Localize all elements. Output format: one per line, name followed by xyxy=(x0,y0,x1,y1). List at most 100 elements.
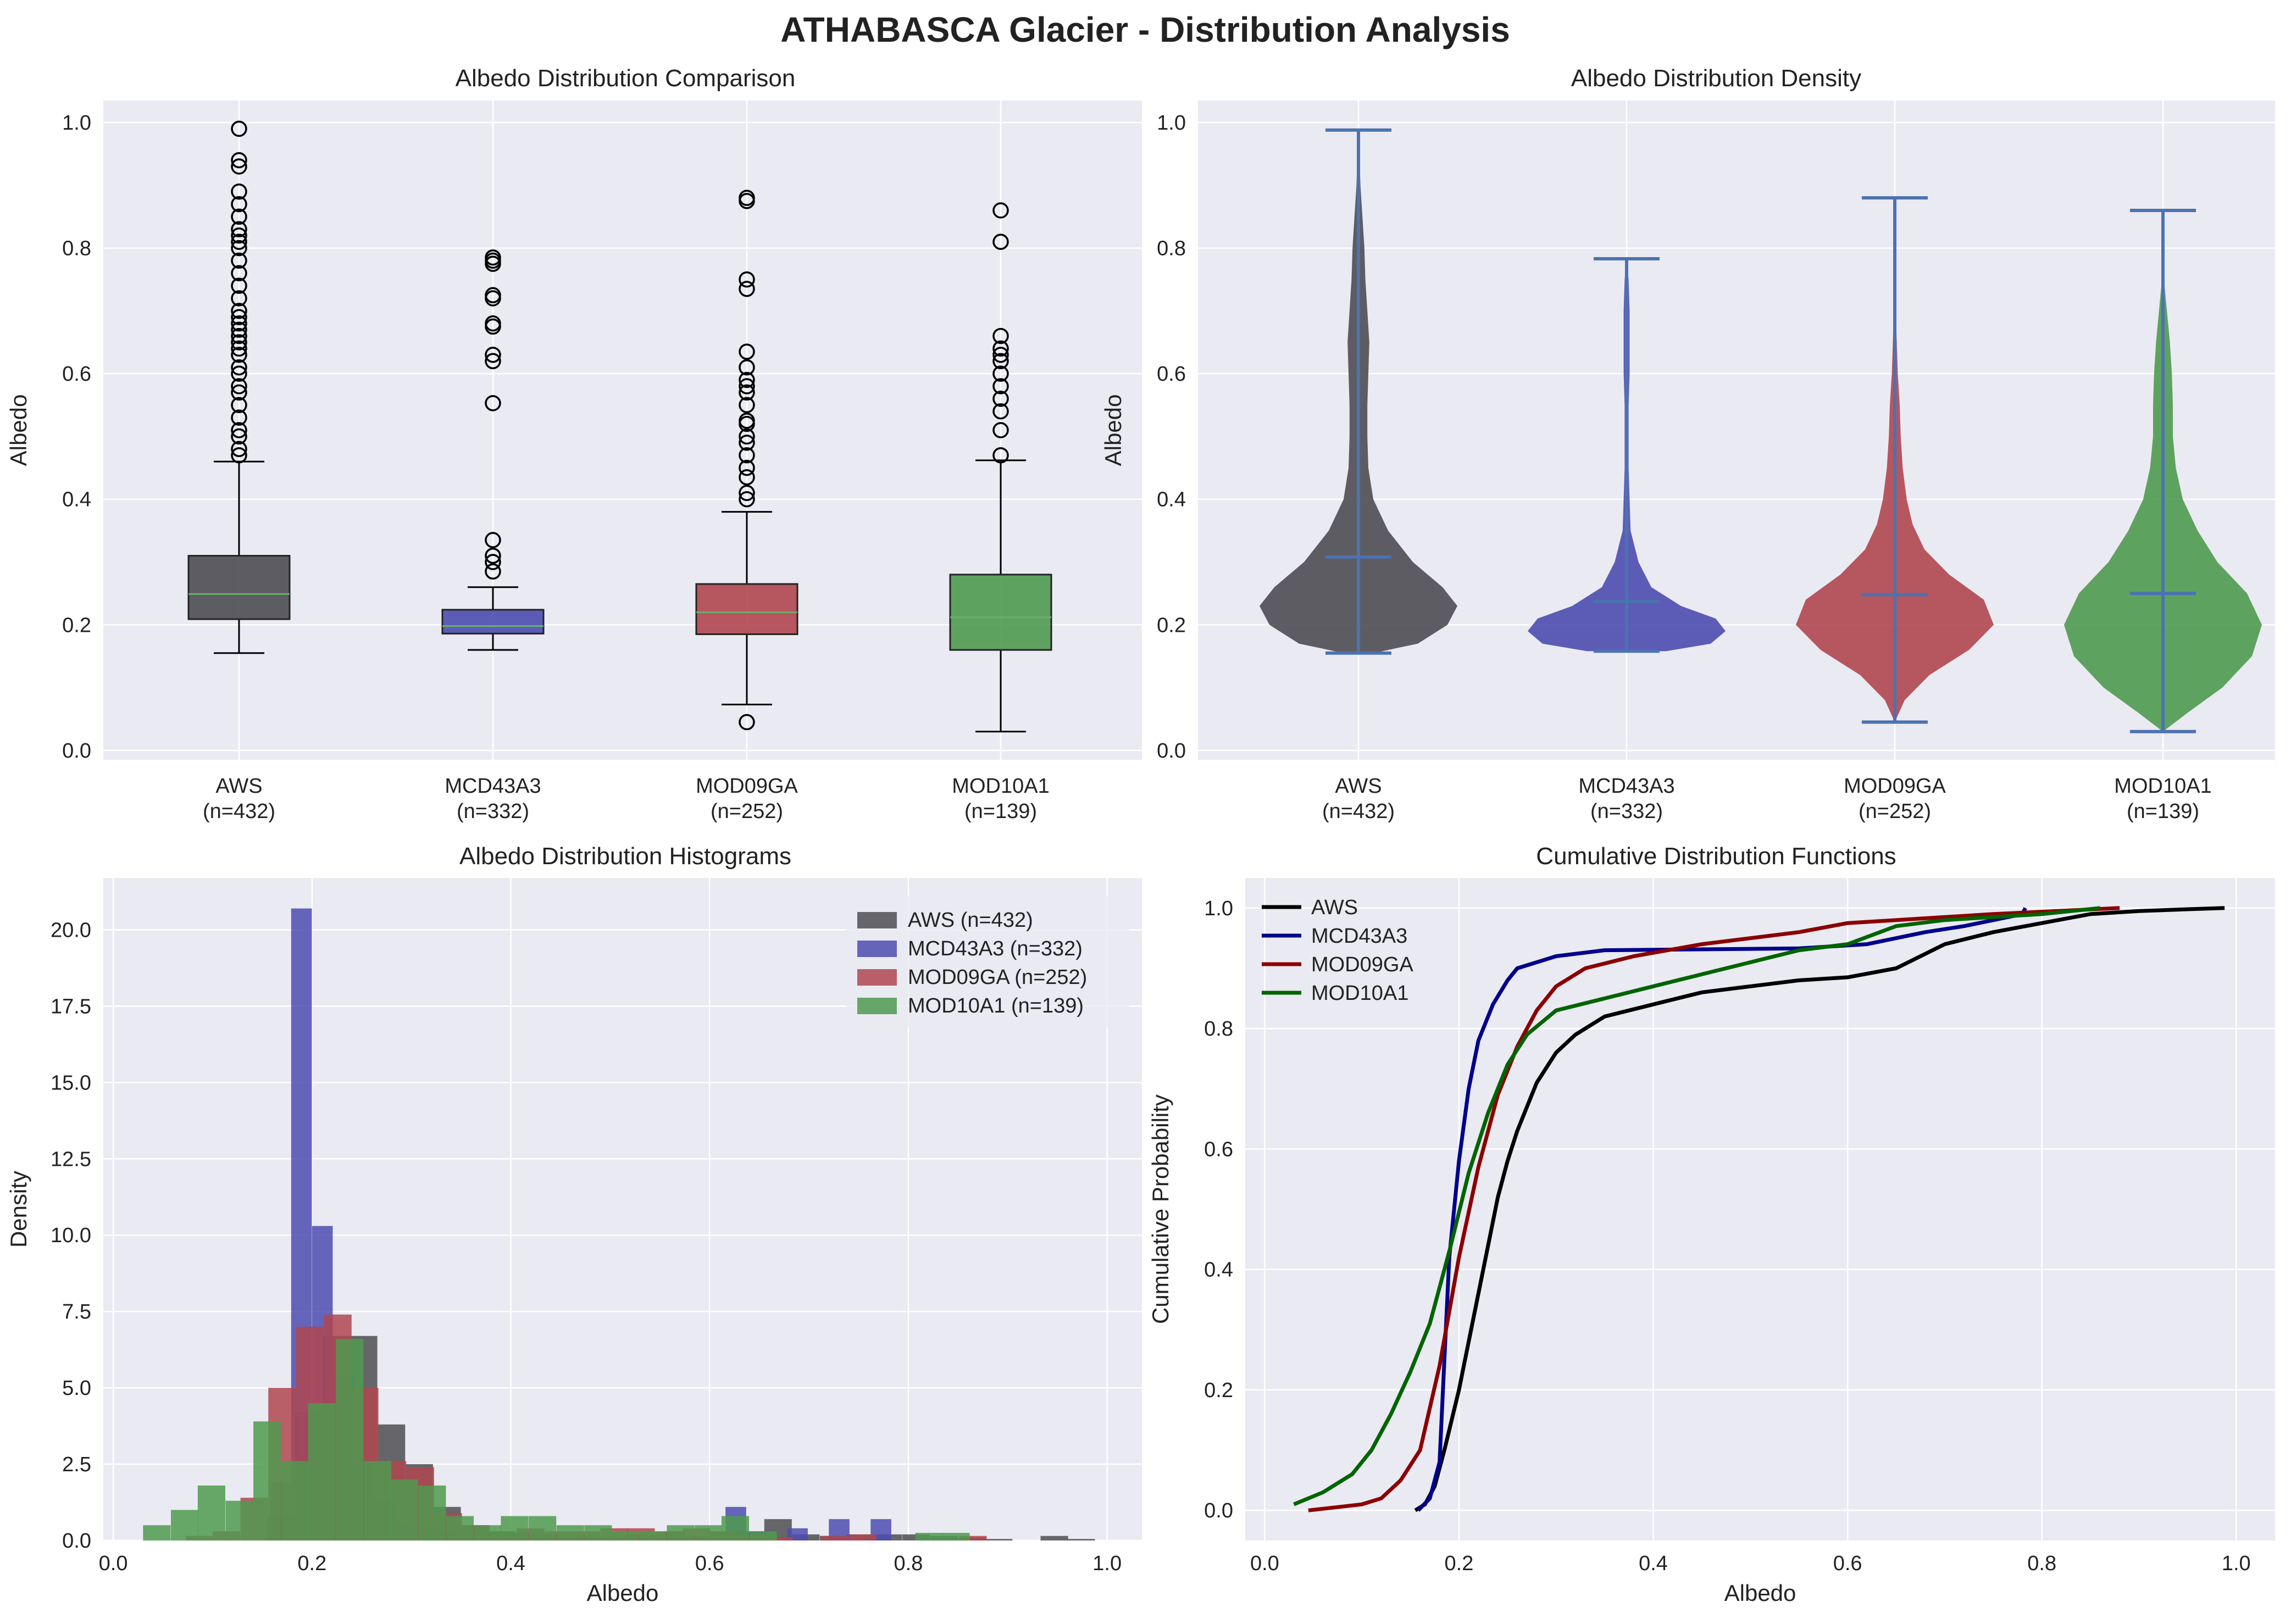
outlier-point xyxy=(992,422,1009,438)
y-tick-label: 0.0 xyxy=(62,1530,91,1553)
y-tick-label: 2.5 xyxy=(62,1453,91,1476)
x-category-label: MCD43A3 (n=332) xyxy=(445,775,541,823)
histogram-bar-MOD09GA xyxy=(765,1537,793,1540)
x-category-label: MOD10A1 (n=139) xyxy=(2114,775,2211,823)
violin-plot-title: Albedo Distribution Density xyxy=(1571,65,1861,92)
x-category-label: AWS (n=432) xyxy=(203,775,275,823)
outlier-point xyxy=(992,327,1009,344)
y-tick-label: 0.8 xyxy=(62,237,91,260)
histogram-bar-MOD10A1 xyxy=(695,1525,723,1540)
histogram-bar-MOD10A1 xyxy=(418,1485,446,1540)
outlier-point xyxy=(231,227,247,244)
outlier-point xyxy=(231,359,247,376)
y-tick-label: 0.6 xyxy=(62,363,91,386)
outlier-point xyxy=(739,281,755,297)
histogram-bar-MOD10A1 xyxy=(942,1533,970,1540)
figure-title: ATHABASCA Glacier - Distribution Analysi… xyxy=(780,10,1510,49)
outlier-point xyxy=(739,413,755,429)
outlier-point xyxy=(231,397,247,414)
histogram-bar-MOD10A1 xyxy=(197,1485,225,1540)
histogram-bar-MOD10A1 xyxy=(308,1403,336,1540)
histogram-bar-MOD09GA xyxy=(820,1536,849,1540)
outlier-point xyxy=(231,277,247,294)
legend-label: MCD43A3 xyxy=(1311,925,1407,948)
y-tick-label: 20.0 xyxy=(51,919,91,942)
outlier-point xyxy=(485,532,501,548)
y-tick-label: 0.8 xyxy=(1204,1017,1233,1041)
y-tick-label: 0.8 xyxy=(1157,237,1186,260)
histogram-panel: Albedo Distribution Histograms 0.0 2.5 5.0… xyxy=(5,843,1142,1606)
legend-label: MCD43A3 (n=332) xyxy=(908,937,1083,960)
histogram-bar-AWS xyxy=(1040,1536,1068,1540)
cdf-title: Cumulative Distribution Functions xyxy=(1536,843,1896,870)
x-category-label: MOD09GA (n=252) xyxy=(696,775,798,823)
y-tick-label: 0.0 xyxy=(62,739,91,763)
box-plot-panel: Albedo Distribution Comparison 0.0 0.2 0.4… xyxy=(5,65,1142,823)
outlier-point xyxy=(231,321,247,338)
outlier-point xyxy=(231,208,247,225)
x-tick-label: 0.2 xyxy=(297,1552,326,1575)
cdf-panel: Cumulative Distribution Functions 0.0 0.2… xyxy=(1147,843,2275,1606)
box-plot-title: Albedo Distribution Comparison xyxy=(456,65,796,92)
outlier-point xyxy=(739,190,755,206)
x-tick-label: 1.0 xyxy=(2222,1552,2251,1575)
histogram-bar-MOD10A1 xyxy=(281,1461,309,1540)
outlier-point xyxy=(739,371,755,388)
outlier-point xyxy=(231,384,247,401)
plot-area-3 xyxy=(1245,878,2275,1540)
outlier-point xyxy=(992,233,1009,250)
outlier-point xyxy=(231,265,247,282)
histogram-bar-MOD10A1 xyxy=(611,1531,639,1540)
box-MOD09GA xyxy=(695,583,798,635)
outlier-point xyxy=(485,249,501,266)
x-category-label: MOD10A1 (n=139) xyxy=(952,775,1049,823)
y-tick-label: 1.0 xyxy=(1204,897,1233,920)
outlier-point xyxy=(231,221,247,238)
y-tick-label: 0.2 xyxy=(1157,614,1186,637)
outlier-point xyxy=(231,290,247,307)
legend-label: AWS (n=432) xyxy=(908,909,1033,932)
x-tick-label: 0.0 xyxy=(1250,1552,1279,1575)
outlier-point xyxy=(485,554,501,570)
x-axis-label: Albedo xyxy=(587,1580,659,1606)
outlier-point xyxy=(739,343,755,360)
legend-swatch-MOD10A1 xyxy=(857,998,897,1014)
outlier-point xyxy=(992,365,1009,382)
histogram-bar-MOD10A1 xyxy=(390,1479,418,1540)
outlier-point xyxy=(739,428,755,445)
outlier-point xyxy=(739,397,755,414)
y-tick-label: 0.6 xyxy=(1157,363,1186,386)
legend-label: MOD09GA (n=252) xyxy=(908,966,1087,989)
outlier-point xyxy=(231,120,247,137)
x-tick-label: 1.0 xyxy=(1092,1552,1122,1575)
y-tick-label: 0.6 xyxy=(1204,1138,1233,1161)
histogram-bar-MOD10A1 xyxy=(639,1531,667,1540)
legend-swatch-MOD09GA xyxy=(857,969,897,986)
outlier-point xyxy=(992,347,1009,363)
x-category-label: MCD43A3 (n=332) xyxy=(1578,775,1674,823)
y-tick-label: 1.0 xyxy=(62,112,91,135)
y-tick-label: 7.5 xyxy=(62,1300,91,1323)
outlier-point xyxy=(485,315,501,332)
outlier-point xyxy=(231,441,247,458)
box-MCD43A3 xyxy=(441,609,545,635)
outlier-point xyxy=(992,378,1009,394)
outlier-point xyxy=(739,469,755,486)
cdf-line-MCD43A3 xyxy=(1417,907,2027,1512)
histogram-bar-MOD10A1 xyxy=(143,1525,171,1540)
outlier-point xyxy=(992,447,1009,464)
outlier-point xyxy=(992,340,1009,357)
y-tick-label: 0.2 xyxy=(1204,1379,1233,1402)
outlier-point xyxy=(739,435,755,451)
outlier-point xyxy=(231,334,247,351)
outlier-point xyxy=(231,340,247,357)
x-tick-label: 0.6 xyxy=(695,1552,724,1575)
y-tick-label: 0.4 xyxy=(1204,1259,1233,1282)
histogram-bar-MOD10A1 xyxy=(584,1525,612,1540)
cdf-line-AWS xyxy=(1414,906,2225,1512)
outlier-point xyxy=(485,353,501,370)
outlier-point xyxy=(739,485,755,502)
histogram-bar-MOD10A1 xyxy=(915,1533,943,1540)
outlier-point xyxy=(485,347,501,363)
x-tick-label: 0.6 xyxy=(1833,1552,1862,1575)
